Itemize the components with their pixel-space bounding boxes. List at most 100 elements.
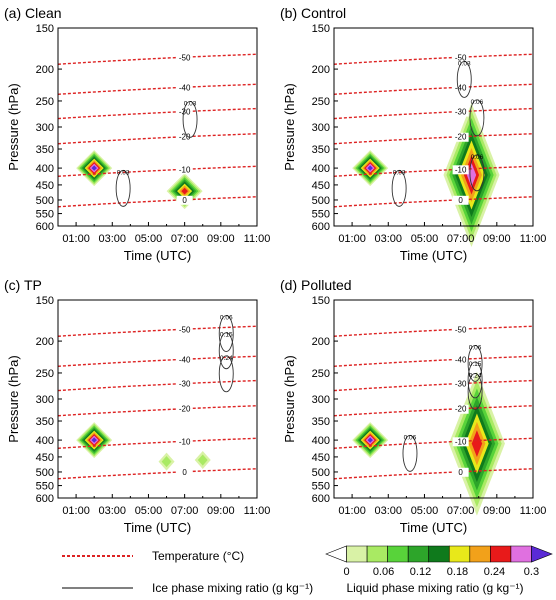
colorbar-cell	[325, 545, 347, 563]
y-tick-label: 250	[312, 96, 330, 108]
isotherm-label-bg	[452, 107, 469, 117]
temperature-isotherm	[333, 379, 534, 392]
x-tick-label: 03:00	[375, 233, 403, 245]
x-tick-label: 07:00	[171, 505, 199, 517]
isotherm-label: -30	[455, 380, 467, 389]
isotherm-label: -10	[455, 165, 467, 174]
ice-contour-label: 0.24	[220, 355, 233, 362]
panel-1: -50 -40 -30 -20 -10 0 0.03 0.03 150 200 250 300 350 4…	[4, 5, 270, 263]
x-tick-label: 01:00	[62, 233, 90, 245]
isotherm-label-bg	[452, 195, 469, 205]
isotherm-label: -20	[455, 405, 467, 414]
isotherm-label: -50	[179, 53, 191, 62]
panel-4: -50 -40 -30 -20 -10 0 0.06 0.15 0.24 0.06 150 200 25…	[280, 277, 546, 535]
x-tick-label: 07:00	[447, 505, 475, 517]
panel-3: -50 -40 -30 -20 -10 0 0.06 0.15 0.24 150 200 250 300…	[4, 277, 270, 535]
isotherm-label-bg	[176, 325, 193, 335]
y-tick-label: 400	[312, 163, 330, 175]
y-tick-label: 350	[312, 144, 330, 156]
y-axis-label: Pressure (hPa)	[282, 83, 297, 170]
y-tick-label: 550	[36, 209, 54, 221]
y-tick-label: 250	[312, 368, 330, 380]
y-tick-label: 350	[36, 416, 54, 428]
x-tick-label: 01:00	[62, 505, 90, 517]
x-axis-label: Time (UTC)	[400, 520, 467, 535]
ice-contour	[115, 169, 131, 207]
liquid-contour-fill	[197, 454, 208, 466]
ice-contour-label: 0.06	[471, 99, 484, 106]
colorbar-cell	[531, 545, 553, 563]
colorbar-cell	[366, 545, 388, 563]
y-tick-label: 150	[36, 23, 54, 35]
ice-contour	[467, 373, 483, 410]
legend: Temperature (°C) Ice phase mixing ratio (…	[62, 545, 553, 595]
y-tick-label: 450	[312, 452, 330, 464]
isotherm-label: 0	[182, 196, 187, 205]
isotherm-label-bg	[452, 404, 469, 414]
y-tick-label: 500	[36, 195, 54, 207]
isotherm-label-bg	[176, 437, 193, 447]
temperature-isotherm	[57, 83, 258, 95]
isotherm-label-bg	[452, 53, 469, 63]
colorbar-tick-label: 0	[343, 566, 349, 578]
y-tick-label: 400	[312, 435, 330, 447]
liquid-blob	[76, 150, 113, 187]
temperature-isotherm	[57, 355, 258, 367]
y-tick-label: 400	[36, 435, 54, 447]
legend-ice-label: Ice phase mixing ratio (g kg⁻¹)	[152, 581, 313, 595]
y-axis-label: Pressure (hPa)	[6, 355, 21, 442]
y-tick-label: 250	[36, 96, 54, 108]
temperature-isotherm	[333, 133, 534, 145]
temperature-isotherm	[333, 83, 534, 95]
ice-contour	[402, 434, 418, 472]
liquid-contour-fill	[181, 187, 188, 195]
isotherm-label-bg	[176, 379, 193, 389]
x-tick-label: 05:00	[411, 505, 439, 517]
x-tick-label: 03:00	[99, 233, 127, 245]
liquid-contour-fill	[471, 430, 483, 458]
y-tick-label: 600	[36, 221, 54, 233]
ice-contour-label: 0.06	[220, 315, 233, 322]
ice-contour-label: 0.06	[404, 434, 417, 441]
y-tick-label: 150	[312, 295, 330, 307]
y-tick-label: 200	[36, 64, 54, 76]
ice-contour-label: 0.06	[469, 344, 482, 351]
x-axis-label: Time (UTC)	[400, 248, 467, 263]
y-axis-label: Pressure (hPa)	[6, 83, 21, 170]
isotherm-label-bg	[452, 325, 469, 335]
temperature-isotherm	[333, 355, 534, 367]
isotherm-label: -30	[455, 108, 467, 117]
x-tick-label: 07:00	[171, 233, 199, 245]
colorbar-cell	[490, 545, 512, 563]
isotherm-label-bg	[452, 379, 469, 389]
isotherm-label: -10	[179, 437, 191, 446]
temperature-isotherm	[57, 107, 258, 120]
y-tick-label: 200	[312, 336, 330, 348]
plot-frame	[57, 27, 258, 227]
temperature-isotherm	[333, 437, 534, 450]
isotherm-label-bg	[176, 53, 193, 63]
x-tick-label: 05:00	[411, 233, 439, 245]
liquid-contour-fill	[367, 165, 373, 171]
y-tick-label: 300	[36, 394, 54, 406]
liquid-blob	[76, 422, 113, 459]
x-tick-label: 05:00	[135, 233, 163, 245]
isotherm-label: 0	[182, 468, 187, 477]
ice-contour-label: 0.03	[117, 169, 130, 176]
liquid-contour-fill	[367, 437, 373, 443]
ice-contour-label: 0.24	[469, 372, 482, 379]
colorbar-tick-label: 0.06	[373, 566, 394, 578]
temperature-isotherm	[57, 165, 258, 178]
colorbar-tick-label: 0.3	[524, 566, 539, 578]
ice-contour-label: 0.15	[220, 332, 233, 339]
liquid-blob	[352, 422, 389, 459]
x-tick-label: 01:00	[338, 233, 366, 245]
liquid-contour-fill	[91, 165, 97, 171]
ice-contour	[218, 355, 234, 393]
temperature-isotherm	[57, 437, 258, 450]
isotherm-label-bg	[452, 132, 469, 142]
y-tick-label: 550	[312, 481, 330, 493]
isotherm-label: 0	[458, 196, 463, 205]
temperature-isotherm	[333, 53, 534, 65]
plot-frame	[333, 299, 534, 499]
